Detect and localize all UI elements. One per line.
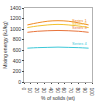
svg-text:Mixing energy (kJ/kg): Mixing energy (kJ/kg) xyxy=(2,21,8,69)
svg-text:20: 20 xyxy=(34,88,40,94)
svg-text:600: 600 xyxy=(13,47,22,53)
svg-text:200: 200 xyxy=(13,68,22,74)
svg-text:Series 1: Series 1 xyxy=(72,18,87,23)
svg-text:0: 0 xyxy=(18,79,21,85)
svg-text:90: 90 xyxy=(82,88,88,94)
svg-text:Series 4: Series 4 xyxy=(72,41,87,46)
svg-text:70: 70 xyxy=(68,88,74,94)
svg-text:% of solids (wt): % of solids (wt) xyxy=(41,95,75,101)
svg-text:1400: 1400 xyxy=(10,5,21,11)
svg-text:800: 800 xyxy=(13,36,22,42)
svg-text:400: 400 xyxy=(13,58,22,64)
svg-text:1000: 1000 xyxy=(10,26,21,32)
svg-text:100: 100 xyxy=(89,88,95,97)
svg-text:50: 50 xyxy=(55,88,61,94)
svg-text:10: 10 xyxy=(27,88,33,94)
svg-text:80: 80 xyxy=(75,88,81,94)
svg-text:0: 0 xyxy=(21,88,27,91)
svg-text:40: 40 xyxy=(48,88,54,94)
svg-text:Series 3: Series 3 xyxy=(72,25,87,30)
svg-text:30: 30 xyxy=(41,88,47,94)
svg-text:60: 60 xyxy=(61,88,67,94)
svg-text:1200: 1200 xyxy=(10,15,21,21)
svg-text:Series 2: Series 2 xyxy=(72,21,87,26)
